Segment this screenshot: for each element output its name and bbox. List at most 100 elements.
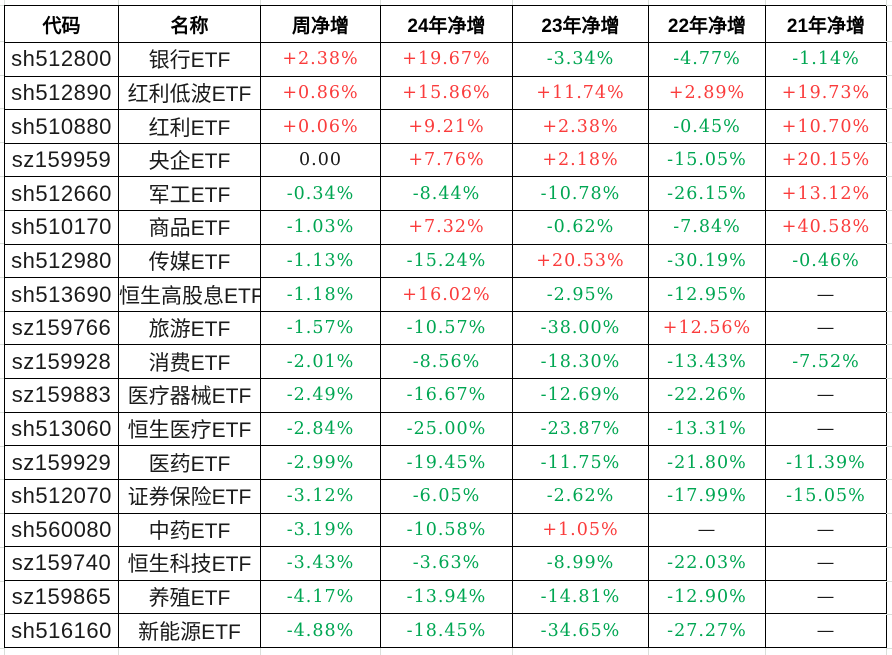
value-cell[interactable]: +20.15% (765, 142, 887, 178)
etf-name-cell[interactable]: 恒生科技ETF (118, 546, 261, 581)
value-cell[interactable]: +9.21% (380, 109, 513, 144)
value-cell[interactable]: -3.34% (512, 42, 649, 77)
value-cell[interactable]: — (765, 411, 887, 447)
value-cell[interactable]: +7.76% (380, 142, 513, 178)
value-cell[interactable]: -13.43% (648, 344, 766, 380)
value-cell[interactable]: -7.84% (648, 210, 766, 245)
etf-code-cell[interactable]: sh512980 (4, 243, 119, 279)
value-cell[interactable]: +0.06% (260, 109, 381, 144)
value-cell[interactable]: -10.58% (380, 512, 513, 548)
etf-code-cell[interactable]: sz159959 (4, 142, 119, 178)
value-cell[interactable]: +2.18% (512, 142, 649, 178)
value-cell[interactable]: -13.94% (380, 579, 513, 615)
value-cell[interactable]: -3.19% (260, 512, 381, 548)
value-cell[interactable]: +0.86% (260, 75, 381, 111)
value-cell[interactable]: -3.12% (260, 478, 381, 514)
value-cell[interactable]: -2.49% (260, 378, 381, 413)
value-cell[interactable]: +40.58% (765, 210, 887, 245)
etf-name-cell[interactable]: 证券保险ETF (118, 478, 261, 514)
value-cell[interactable]: -15.05% (648, 142, 766, 178)
etf-code-cell[interactable]: sz159766 (4, 310, 119, 346)
etf-name-cell[interactable]: 消费ETF (118, 344, 261, 380)
column-header-1[interactable]: 名称 (118, 5, 261, 43)
etf-name-cell[interactable]: 恒生高股息ETF (118, 277, 261, 312)
value-cell[interactable]: -15.05% (765, 478, 887, 514)
value-cell[interactable]: -0.62% (512, 210, 649, 245)
value-cell[interactable]: -0.45% (648, 109, 766, 144)
column-header-6[interactable]: 21年净增 (765, 5, 887, 43)
value-cell[interactable]: -22.26% (648, 378, 766, 413)
value-cell[interactable]: +19.67% (380, 42, 513, 77)
etf-name-cell[interactable]: 红利ETF (118, 109, 261, 144)
value-cell[interactable]: -18.45% (380, 613, 513, 648)
value-cell[interactable]: -11.75% (512, 445, 649, 480)
value-cell[interactable]: — (648, 512, 766, 548)
value-cell[interactable]: -8.56% (380, 344, 513, 380)
value-cell[interactable]: +16.02% (380, 277, 513, 312)
value-cell[interactable]: -12.90% (648, 579, 766, 615)
value-cell[interactable]: 0.00 (260, 142, 381, 178)
etf-code-cell[interactable]: sz159929 (4, 445, 119, 480)
value-cell[interactable]: -2.99% (260, 445, 381, 480)
value-cell[interactable]: -3.43% (260, 546, 381, 581)
etf-code-cell[interactable]: sz159740 (4, 546, 119, 581)
value-cell[interactable]: -2.62% (512, 478, 649, 514)
column-header-4[interactable]: 23年净增 (512, 5, 649, 43)
value-cell[interactable]: -0.34% (260, 176, 381, 212)
etf-name-cell[interactable]: 旅游ETF (118, 310, 261, 346)
value-cell[interactable]: -7.52% (765, 344, 887, 380)
etf-name-cell[interactable]: 军工ETF (118, 176, 261, 212)
column-header-2[interactable]: 周净增 (260, 5, 381, 43)
value-cell[interactable]: -1.14% (765, 42, 887, 77)
value-cell[interactable]: +2.38% (512, 109, 649, 144)
value-cell[interactable]: -8.99% (512, 546, 649, 581)
value-cell[interactable]: -3.63% (380, 546, 513, 581)
value-cell[interactable]: -30.19% (648, 243, 766, 279)
etf-code-cell[interactable]: sh513060 (4, 411, 119, 447)
value-cell[interactable]: -19.45% (380, 445, 513, 480)
value-cell[interactable]: +19.73% (765, 75, 887, 111)
value-cell[interactable]: +7.32% (380, 210, 513, 245)
etf-code-cell[interactable]: sh513690 (4, 277, 119, 312)
value-cell[interactable]: +13.12% (765, 176, 887, 212)
etf-code-cell[interactable]: sz159928 (4, 344, 119, 380)
value-cell[interactable]: — (765, 512, 887, 548)
value-cell[interactable]: -13.31% (648, 411, 766, 447)
etf-name-cell[interactable]: 传媒ETF (118, 243, 261, 279)
value-cell[interactable]: -4.77% (648, 42, 766, 77)
value-cell[interactable]: -6.05% (380, 478, 513, 514)
value-cell[interactable]: -1.18% (260, 277, 381, 312)
value-cell[interactable]: -1.03% (260, 210, 381, 245)
etf-code-cell[interactable]: sh510170 (4, 210, 119, 245)
etf-name-cell[interactable]: 银行ETF (118, 42, 261, 77)
value-cell[interactable]: -22.03% (648, 546, 766, 581)
value-cell[interactable]: -26.15% (648, 176, 766, 212)
value-cell[interactable]: -27.27% (648, 613, 766, 648)
value-cell[interactable]: -12.69% (512, 378, 649, 413)
etf-name-cell[interactable]: 养殖ETF (118, 579, 261, 615)
value-cell[interactable]: -10.57% (380, 310, 513, 346)
value-cell[interactable]: +12.56% (648, 310, 766, 346)
etf-name-cell[interactable]: 中药ETF (118, 512, 261, 548)
value-cell[interactable]: -2.84% (260, 411, 381, 447)
value-cell[interactable]: -11.39% (765, 445, 887, 480)
value-cell[interactable]: -4.17% (260, 579, 381, 615)
etf-code-cell[interactable]: sh510880 (4, 109, 119, 144)
value-cell[interactable]: -15.24% (380, 243, 513, 279)
etf-code-cell[interactable]: sh512890 (4, 75, 119, 111)
value-cell[interactable]: +10.70% (765, 109, 887, 144)
value-cell[interactable]: -17.99% (648, 478, 766, 514)
etf-code-cell[interactable]: sh516160 (4, 613, 119, 648)
value-cell[interactable]: -16.67% (380, 378, 513, 413)
value-cell[interactable]: +15.86% (380, 75, 513, 111)
etf-code-cell[interactable]: sh512070 (4, 478, 119, 514)
value-cell[interactable]: -14.81% (512, 579, 649, 615)
column-header-3[interactable]: 24年净增 (380, 5, 513, 43)
value-cell[interactable]: -34.65% (512, 613, 649, 648)
value-cell[interactable]: -18.30% (512, 344, 649, 380)
etf-code-cell[interactable]: sh512660 (4, 176, 119, 212)
value-cell[interactable]: -4.88% (260, 613, 381, 648)
column-header-5[interactable]: 22年净增 (648, 5, 766, 43)
value-cell[interactable]: -12.95% (648, 277, 766, 312)
value-cell[interactable]: -2.01% (260, 344, 381, 380)
